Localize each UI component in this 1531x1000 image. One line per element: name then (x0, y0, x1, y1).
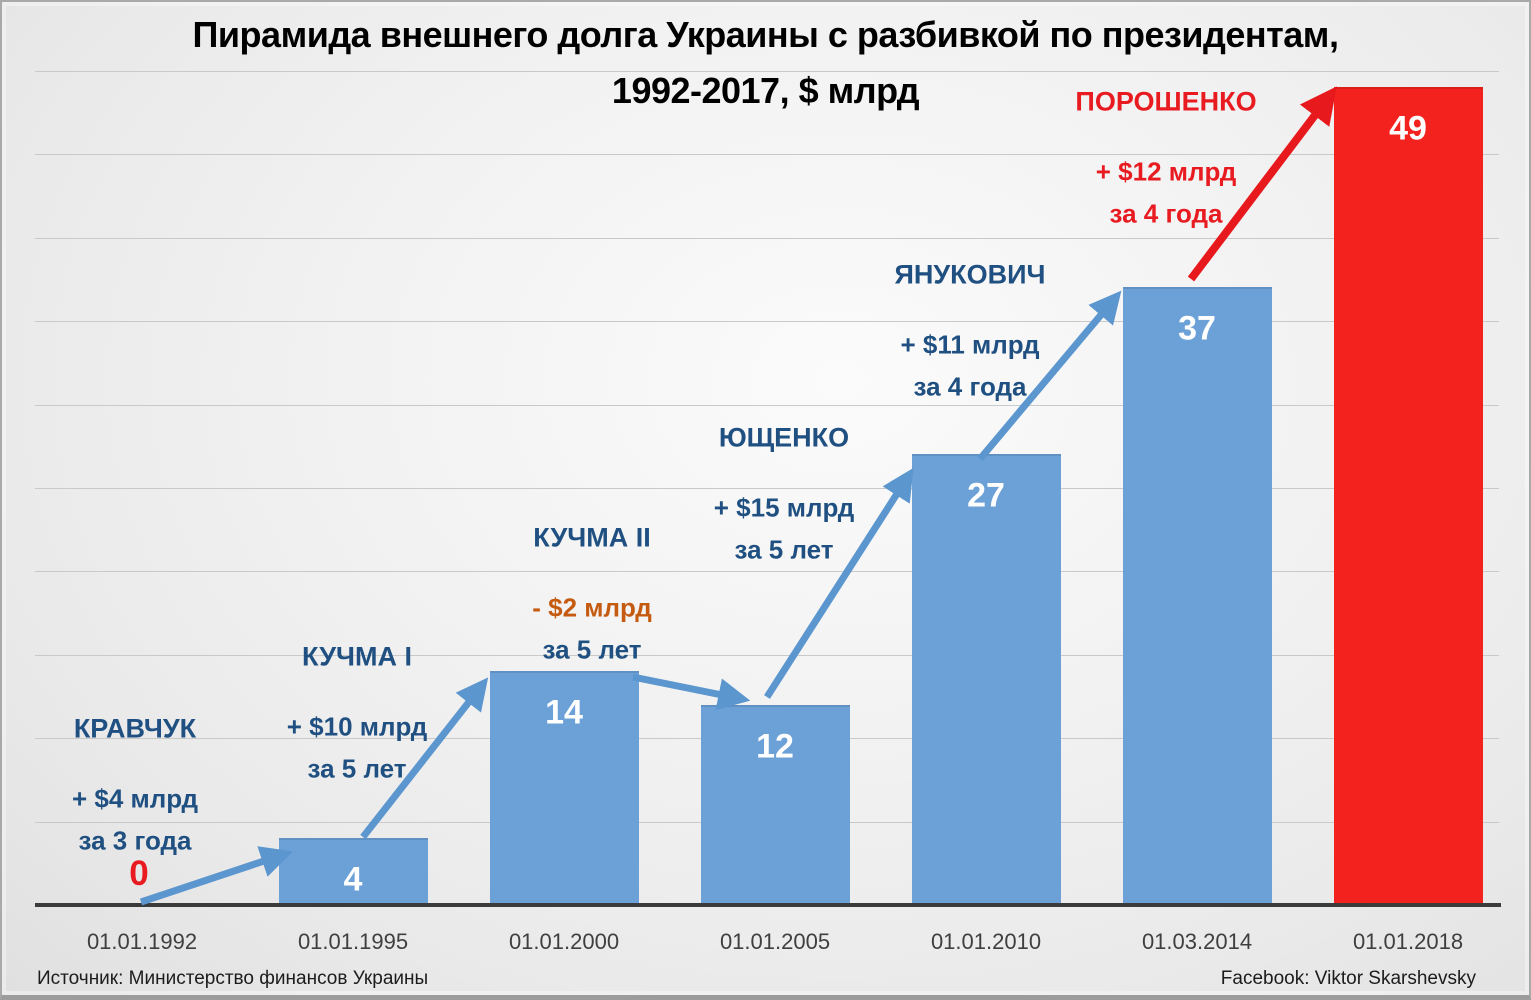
debt-bar (1122, 287, 1272, 905)
bar-value-label: 27 (967, 476, 1005, 515)
gridline (35, 71, 1499, 72)
annotation-delta: + $10 млрд (286, 711, 428, 742)
annotation-delta: + $15 млрд (713, 492, 855, 523)
category-label: 01.01.2005 (719, 929, 831, 954)
gridline (35, 321, 1499, 323)
category-label: 01.01.2000 (508, 929, 620, 954)
credit-footer: Facebook: Viktor Skarshevsky (1220, 968, 1476, 989)
gridline (35, 404, 1499, 406)
category-label: 01.03.2014 (1141, 929, 1253, 954)
x-axis-line (35, 903, 1501, 907)
bar-value-label: 49 (1389, 109, 1427, 148)
debt-bar (489, 671, 639, 905)
annotation-president-name: ПОРОШЕНКО (1075, 86, 1257, 117)
source-footer: Источник: Министерство финансов Украины (37, 968, 429, 989)
annotation-delta: - $2 млрд (532, 592, 652, 623)
annotation-president-name: КРАВЧУК (73, 713, 197, 744)
annotation-period: за 3 года (78, 825, 192, 856)
chart-subtitle: 1992-2017, $ млрд (611, 70, 920, 111)
chart-title: Пирамида внешнего долга Украины с разбив… (192, 14, 1339, 55)
gridline (35, 237, 1499, 239)
debt-bar (911, 454, 1061, 905)
annotation-delta: + $12 млрд (1095, 156, 1237, 187)
gridline (35, 571, 1499, 573)
debt-bar (1333, 87, 1483, 905)
annotation-delta: + $4 млрд (71, 783, 199, 814)
annotation-period: за 5 лет (307, 753, 407, 784)
category-label: 01.01.1992 (86, 929, 198, 954)
debt-bar (278, 838, 428, 905)
bar-value-label: 14 (545, 693, 583, 732)
debt-bar (700, 705, 850, 905)
annotation-period: за 5 лет (542, 634, 642, 665)
annotation-delta: + $11 млрд (900, 329, 1040, 360)
annotation-period: за 4 года (913, 371, 1027, 402)
annotation-president-name: ЮЩЕНКО (718, 422, 850, 453)
bar-value-label: 12 (756, 727, 794, 766)
gridline (35, 154, 1499, 156)
bar-value-label: 4 (343, 860, 363, 899)
annotation-period: за 5 лет (734, 534, 834, 565)
annotation-president-name: КУЧМА I (302, 641, 412, 672)
category-label: 01.01.2018 (1352, 929, 1464, 954)
annotation-period: за 4 года (1109, 198, 1223, 229)
category-label: 01.01.2010 (930, 929, 1042, 954)
annotation-president-name: ЯНУКОВИЧ (894, 259, 1046, 290)
bar-value-label: 37 (1178, 309, 1216, 348)
annotation-president-name: КУЧМА II (533, 522, 651, 553)
category-label: 01.01.1995 (297, 929, 409, 954)
gridline (35, 488, 1499, 489)
zero-value-label: 0 (129, 854, 149, 893)
gridline (35, 654, 1499, 656)
